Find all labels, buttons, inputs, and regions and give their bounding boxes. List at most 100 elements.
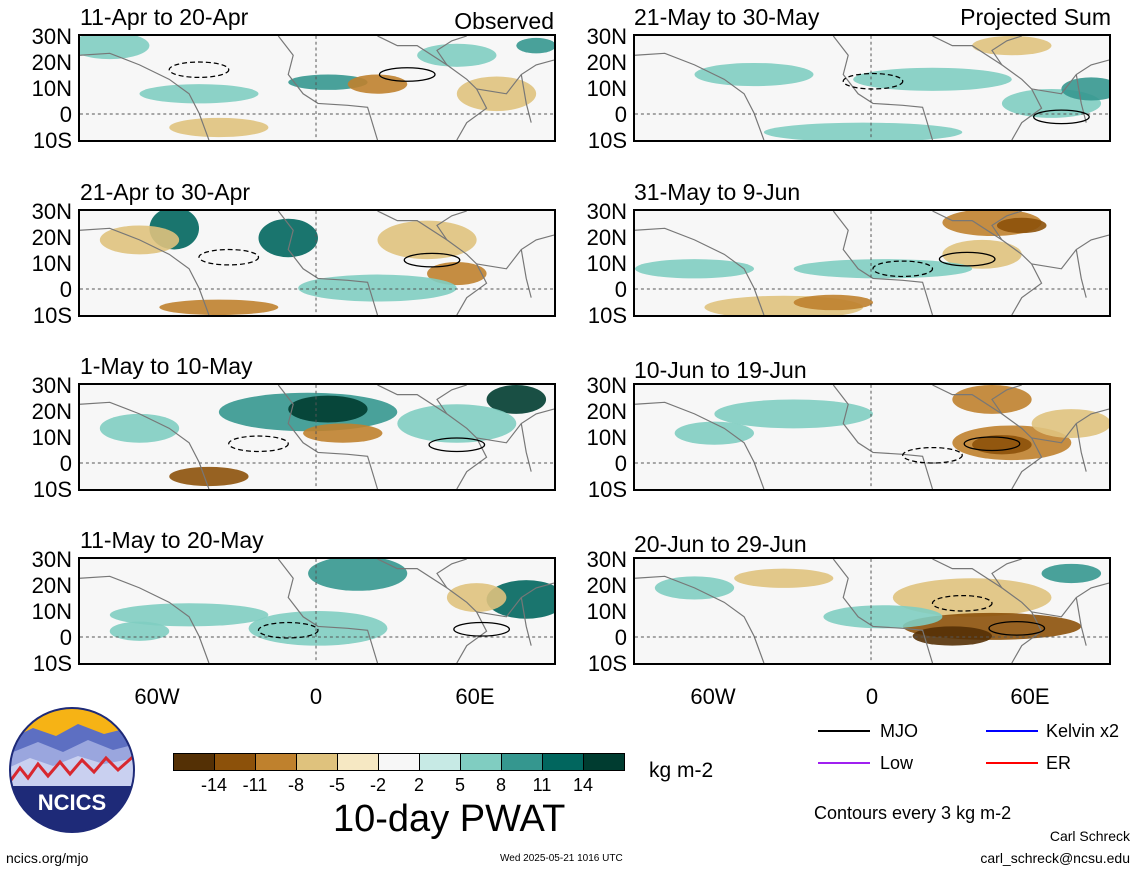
colorbar-tick: -2 [369, 775, 387, 795]
lat-label: 0 [614, 625, 627, 650]
lat-label: 20N [31, 573, 72, 598]
lat-label: 30N [586, 199, 627, 224]
colorbar-title: 10-day PWAT [333, 798, 566, 840]
colorbar-tick: 5 [454, 775, 466, 795]
colorbar-segment [255, 753, 297, 771]
er-line-icon [986, 762, 1038, 764]
panel-title: 11-May to 20-May [80, 527, 264, 553]
lat-label: 20N [586, 225, 627, 250]
lat-label: 20N [31, 225, 72, 250]
lat-label: 10S [32, 128, 72, 153]
lat-label: 10N [586, 425, 627, 450]
mjo-line-icon [818, 730, 870, 732]
legend-label: MJO [880, 721, 918, 741]
lat-label: 10S [587, 128, 627, 153]
lat-label: 0 [614, 277, 627, 302]
lon-label: 60W [690, 684, 736, 709]
lat-label: 10S [587, 651, 627, 676]
lon-label: 60E [1010, 684, 1050, 709]
lat-label: 30N [31, 373, 72, 398]
lat-label: 30N [586, 547, 627, 572]
footer-url: ncics.org/mjo [6, 850, 89, 866]
colorbar-segment [378, 753, 420, 771]
lat-label: 30N [31, 199, 72, 224]
lat-label: 10N [31, 76, 72, 101]
lat-label: 0 [59, 277, 72, 302]
panel-title: 1-May to 10-May [80, 353, 253, 379]
contours-note: Contours every 3 kg m-2 [814, 803, 1012, 823]
lat-label: 0 [59, 625, 72, 650]
colorbar-tick: -11 [242, 775, 268, 795]
colorbar-tick: 8 [495, 775, 507, 795]
footer-timestamp: Wed 2025-05-21 1016 UTC [500, 853, 623, 864]
colorbar-units: kg m-2 [649, 759, 714, 782]
colorbar-segment [501, 753, 543, 771]
colorbar-segment [583, 753, 625, 771]
panel-title: 10-Jun to 19-Jun [634, 357, 807, 383]
map-panel [633, 383, 1111, 491]
lat-label: 20N [586, 399, 627, 424]
lon-label: 60W [134, 684, 180, 709]
panel-title: 21-May to 30-May [634, 4, 820, 30]
lat-label: 0 [59, 102, 72, 127]
lat-label: 20N [31, 50, 72, 75]
panel-title: 21-Apr to 30-Apr [80, 179, 251, 205]
map-panel [633, 209, 1111, 317]
lon-label: 60E [455, 684, 495, 709]
colorbar-segment [542, 753, 584, 771]
lat-label: 20N [31, 399, 72, 424]
lat-label: 20N [586, 50, 627, 75]
lat-label: 10S [587, 303, 627, 328]
lat-label: 10S [32, 477, 72, 502]
colorbar-segment [214, 753, 256, 771]
author-email: carl_schreck@ncsu.edu [980, 850, 1130, 866]
lat-label: 30N [31, 24, 72, 49]
kelvin-line-icon [986, 730, 1038, 732]
colorbar-segment [419, 753, 461, 771]
lat-label: 10S [587, 477, 627, 502]
map-panel [78, 34, 556, 142]
colorbar-segment [296, 753, 338, 771]
lat-label: 30N [586, 373, 627, 398]
projected-label: Projected Sum [960, 4, 1111, 30]
lat-label: 10N [586, 76, 627, 101]
panel-title: 20-Jun to 29-Jun [634, 531, 807, 557]
lat-label: 10N [31, 599, 72, 624]
legend-label: Kelvin x2 [1046, 721, 1120, 741]
colorbar-segment [337, 753, 379, 771]
lat-label: 30N [31, 547, 72, 572]
map-panel [633, 557, 1111, 665]
lon-label: 0 [309, 684, 323, 709]
map-panel [633, 34, 1111, 142]
panel-title: 11-Apr to 20-Apr [80, 4, 249, 30]
legend-label: Low [880, 753, 914, 773]
colorbar-tick: 11 [532, 775, 552, 795]
colorbar-segment [173, 753, 215, 771]
lat-label: 0 [614, 451, 627, 476]
ncics-logo: NCICS [8, 706, 136, 834]
lat-label: 10S [32, 303, 72, 328]
lat-label: 10N [586, 599, 627, 624]
lat-label: 10N [586, 251, 627, 276]
lat-label: 10S [32, 651, 72, 676]
low-line-icon [818, 762, 870, 764]
colorbar-segment [460, 753, 502, 771]
logo-text: NCICS [38, 790, 106, 815]
lon-label: 0 [865, 684, 879, 709]
panel-title: 31-May to 9-Jun [634, 179, 801, 205]
map-panel [78, 383, 556, 491]
legend-label: ER [1046, 753, 1072, 773]
lat-label: 10N [31, 425, 72, 450]
lat-label: 30N [586, 24, 627, 49]
colorbar-tick: -14 [200, 775, 228, 795]
map-panel [78, 557, 556, 665]
lat-label: 0 [59, 451, 72, 476]
colorbar-tick: 14 [572, 775, 594, 795]
colorbar-tick: -5 [328, 775, 346, 795]
map-panel [78, 209, 556, 317]
lat-label: 0 [614, 102, 627, 127]
observed-label: Observed [454, 8, 554, 34]
colorbar-tick: -8 [287, 775, 305, 795]
lat-label: 20N [586, 573, 627, 598]
lat-label: 10N [31, 251, 72, 276]
